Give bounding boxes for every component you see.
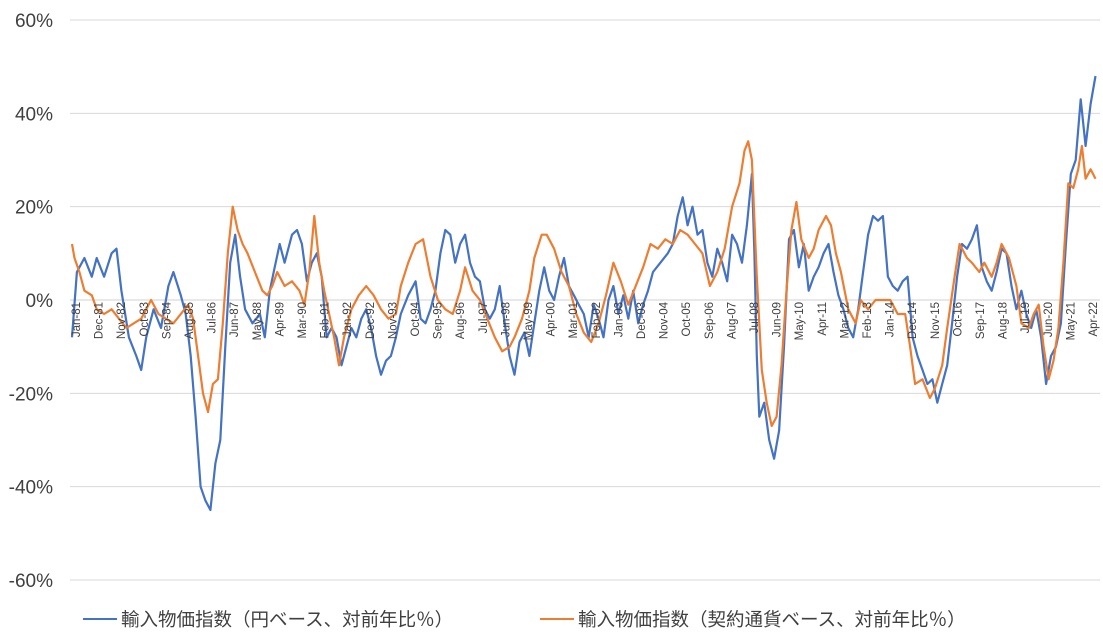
line-chart: 60% 40% 20% 0% -20% -40% -60% Jan-81 Dec-81 Nov-… (9, 11, 1100, 592)
legend-label-yen: 輸入物価指数（円ベース、対前年比％） (121, 610, 454, 631)
x-tick-label: Aug-96 (455, 302, 467, 339)
series-line-contract-currency (70, 140, 1097, 428)
x-tick-label: Jan-81 (71, 302, 83, 337)
x-tick-label: Apr-89 (274, 302, 286, 337)
x-tick-label: Mar-12 (839, 302, 851, 338)
x-tick-label: Jan-03 (613, 302, 625, 337)
x-tick-label: Mar-01 (568, 302, 580, 338)
x-tick-label: Apr-00 (546, 302, 558, 337)
x-tick-label: Oct-83 (139, 302, 151, 337)
x-tick-label: Jun-98 (500, 302, 512, 337)
series-line-yen-basis (70, 75, 1097, 512)
x-tick-label: Nov-93 (387, 302, 399, 339)
y-tick-label: 60% (15, 11, 53, 32)
x-tick-label: Sep-06 (704, 302, 716, 339)
legend-item-contract-currency-basis: 輸入物価指数（契約通貨ベース、対前年比％） (540, 606, 966, 632)
x-tick-label: Aug-07 (726, 302, 738, 339)
x-tick-label: Aug-85 (184, 302, 196, 339)
x-tick-label: Feb-02 (591, 302, 603, 338)
x-tick-label: Jul-08 (749, 302, 761, 333)
series-lines (70, 75, 1097, 512)
x-tick-label: Apr-11 (817, 302, 829, 336)
x-tick-label: Jan-92 (342, 302, 354, 337)
x-tick-label: May-21 (1065, 302, 1077, 340)
x-tick-label: Jun-09 (772, 302, 784, 337)
x-tick-label: Sep-17 (975, 302, 987, 339)
x-tick-label: Oct-05 (681, 302, 693, 337)
y-tick-label: -60% (9, 571, 53, 592)
legend-swatch-contract (540, 617, 574, 621)
gridlines (70, 19, 1100, 581)
legend-label-contract: 輸入物価指数（契約通貨ベース、対前年比％） (578, 610, 966, 631)
x-tick-label: Mar-90 (297, 302, 309, 338)
y-tick-label: -40% (9, 478, 53, 499)
x-tick-label: Nov-82 (116, 302, 128, 339)
x-tick-label: Dec-81 (94, 302, 106, 339)
legend-item-yen-basis: 輸入物価指数（円ベース、対前年比％） (83, 606, 453, 632)
x-axis-tick-labels: Jan-81 Dec-81 Nov-82 Oct-83 Sep-84 Aug-85 Jul-… (71, 301, 1100, 340)
x-tick-label: Feb-91 (320, 302, 332, 338)
x-tick-label: Dec-03 (636, 302, 648, 339)
x-tick-label: Jul-86 (207, 302, 219, 333)
x-tick-label: Jun-20 (1043, 302, 1055, 337)
y-axis-tick-labels: 60% 40% 20% 0% -20% -40% -60% (9, 11, 53, 592)
x-tick-label: May-10 (794, 302, 806, 340)
x-tick-label: Sep-95 (433, 302, 445, 339)
legend: 輸入物価指数（円ベース、対前年比％） 輸入物価指数（契約通貨ベース、対前年比％） (0, 598, 1103, 635)
y-tick-label: 20% (15, 198, 53, 219)
x-tick-label: Dec-92 (365, 302, 377, 339)
x-tick-label: Nov-04 (659, 301, 671, 339)
legend-swatch-yen (83, 617, 117, 621)
x-tick-label: May-88 (252, 302, 264, 340)
x-tick-label: Aug-18 (998, 302, 1010, 339)
x-tick-label: Jul-19 (1020, 302, 1032, 333)
x-tick-label: Jul-97 (478, 302, 490, 333)
x-tick-label: Jan-14 (885, 301, 897, 337)
x-tick-label: Sep-84 (161, 301, 173, 339)
x-tick-label: Oct-94 (410, 301, 422, 336)
x-tick-label: Apr-22 (1088, 302, 1100, 337)
y-tick-label: -20% (9, 384, 53, 405)
x-tick-label: Dec-14 (907, 301, 919, 339)
x-tick-label: Oct-16 (952, 302, 964, 337)
x-tick-label: Jun-87 (229, 302, 241, 337)
x-tick-label: Feb-13 (862, 302, 874, 338)
y-tick-label: 0% (26, 291, 54, 312)
x-tick-label: Nov-15 (930, 302, 942, 339)
y-tick-label: 40% (15, 104, 53, 125)
x-tick-label: May-99 (523, 302, 535, 340)
